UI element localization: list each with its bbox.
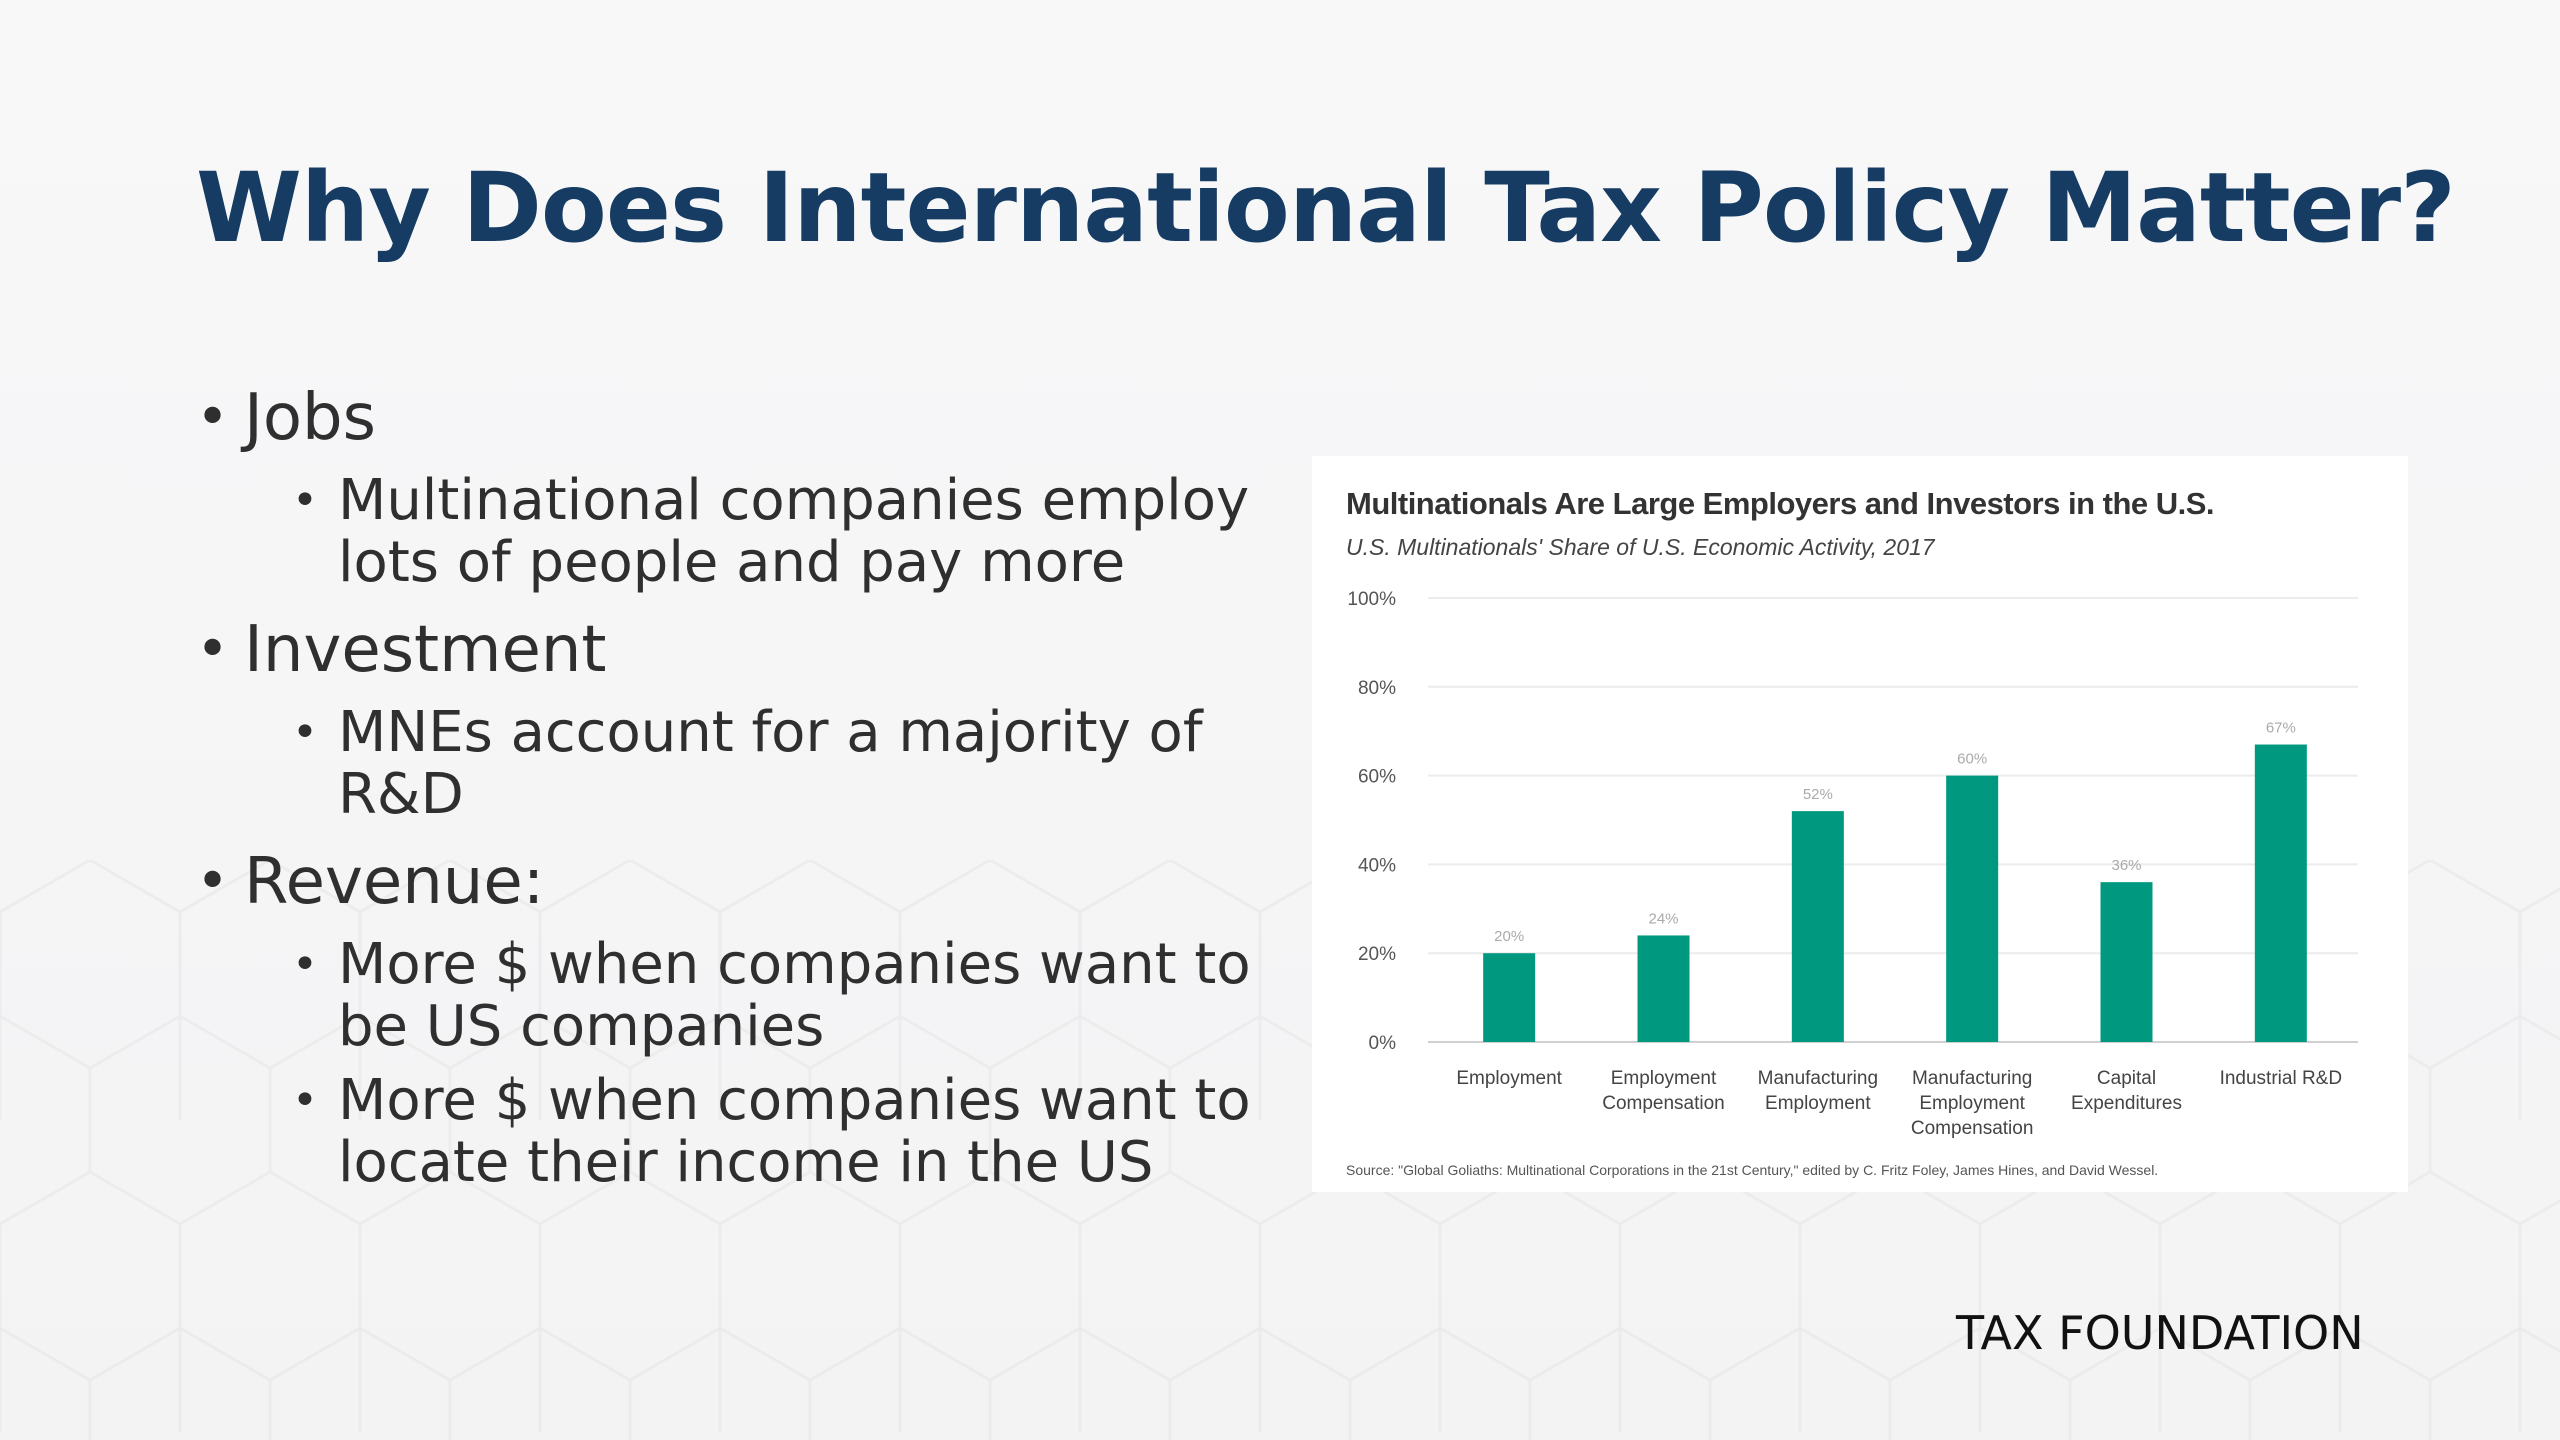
bar — [2254, 744, 2307, 1042]
sub-bullet-dot: • — [292, 707, 318, 758]
x-tick-label: Employment — [1456, 1068, 1562, 1089]
y-tick-label: 80% — [1358, 678, 1396, 699]
bar-value-label: 67% — [2266, 720, 2296, 737]
chart-card: Multinationals Are Large Employers and I… — [1312, 456, 2408, 1192]
x-tick-label: Industrial R&D — [2220, 1068, 2343, 1089]
y-tick-label: 20% — [1358, 944, 1396, 965]
sub-bullet-text: MNEs account for a majority of R&D — [338, 700, 1203, 827]
bar — [2100, 882, 2153, 1042]
bullet-dot: • — [196, 617, 230, 682]
chart-title: Multinationals Are Large Employers and I… — [1346, 486, 2215, 521]
y-tick-label: 60% — [1358, 767, 1396, 788]
bar — [1483, 953, 1536, 1042]
y-tick-label: 40% — [1358, 855, 1396, 876]
sub-bullet-text: Multinational companies employ lots of p… — [338, 468, 1250, 595]
x-tick-label: Manufacturing Employment — [1758, 1068, 1878, 1114]
sub-bullet-investment: • MNEs account for a majority of R&D — [292, 702, 1276, 826]
x-tick-label-line: Expenditures — [2071, 1093, 2182, 1114]
bar-value-label: 36% — [2111, 857, 2141, 874]
bullet-investment: • Investment — [196, 612, 1276, 688]
bullet-text: Investment — [244, 613, 607, 687]
tax-foundation-logo: TAX FOUNDATION — [1956, 1306, 2364, 1360]
bullet-text: Jobs — [244, 381, 376, 455]
x-tick-label: Manufacturing Employment Compensation — [1911, 1068, 2034, 1139]
bullet-text: Revenue: — [244, 845, 545, 919]
bar — [1637, 935, 1690, 1042]
bar-value-label: 52% — [1803, 786, 1833, 803]
x-tick-label-line: Manufacturing — [1912, 1068, 2032, 1089]
bar — [1946, 775, 1999, 1042]
bar-value-label: 60% — [1957, 751, 1987, 768]
sub-bullet-dot: • — [292, 1075, 318, 1126]
x-tick-label-line: Manufacturing — [1758, 1068, 1878, 1089]
x-tick-label-line: Employment — [1611, 1068, 1717, 1089]
sub-bullet-dot: • — [292, 939, 318, 990]
sub-bullet-text: More $ when companies want to locate the… — [338, 1068, 1251, 1195]
bar-value-label: 24% — [1648, 910, 1678, 927]
sub-bullet-dot: • — [292, 475, 318, 526]
bullet-dot: • — [196, 385, 230, 450]
x-tick-label: Capital Expenditures — [2071, 1068, 2182, 1114]
bullet-revenue: • Revenue: — [196, 844, 1276, 920]
x-tick-label-line: Employment — [1919, 1093, 2025, 1114]
sub-bullet-jobs: • Multinational companies employ lots of… — [292, 470, 1276, 594]
y-tick-label: 0% — [1369, 1033, 1397, 1054]
slide-title: Why Does International Tax Policy Matter… — [196, 152, 2456, 264]
x-tick-label-line: Compensation — [1911, 1118, 2034, 1139]
bullet-jobs: • Jobs — [196, 380, 1276, 456]
x-tick-label-line: Capital — [2097, 1068, 2156, 1089]
x-tick-label-line: Compensation — [1602, 1093, 1725, 1114]
sub-bullet-revenue-2: • More $ when companies want to locate t… — [292, 1070, 1276, 1194]
y-tick-label: 100% — [1347, 589, 1396, 610]
chart-subtitle: U.S. Multinationals' Share of U.S. Econo… — [1346, 534, 1935, 560]
chart-source: Source: "Global Goliaths: Multinational … — [1346, 1162, 2159, 1178]
x-tick-label-line: Employment — [1456, 1068, 1562, 1089]
x-tick-label: Employment Compensation — [1602, 1068, 1725, 1114]
bar — [1791, 811, 1844, 1042]
sub-bullet-revenue-1: • More $ when companies want to be US co… — [292, 934, 1276, 1058]
x-tick-label-line: Employment — [1765, 1093, 1871, 1114]
sub-bullet-text: More $ when companies want to be US comp… — [338, 932, 1251, 1059]
x-tick-label-line: Industrial R&D — [2220, 1068, 2343, 1089]
bar-chart: 0% 20% 40% 60% 80% 100% 20% Employment 24% Employ… — [1347, 589, 2358, 1139]
bar-value-label: 20% — [1494, 928, 1524, 945]
bullet-list: • Jobs • Multinational companies employ … — [196, 380, 1276, 1206]
bullet-dot: • — [196, 849, 230, 914]
